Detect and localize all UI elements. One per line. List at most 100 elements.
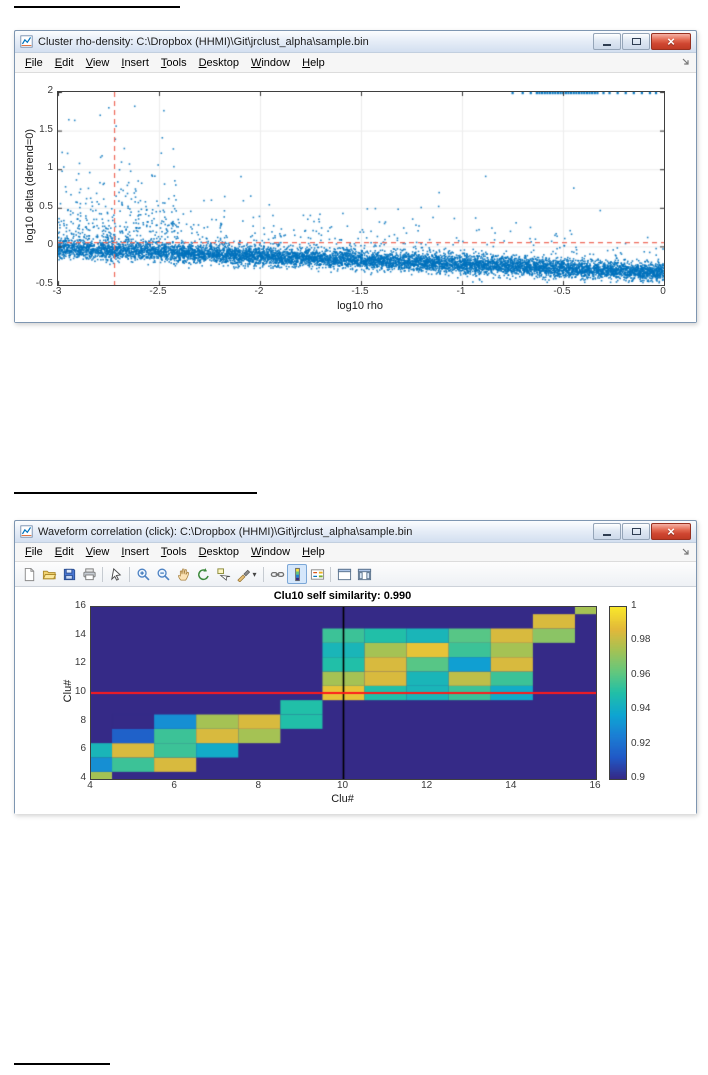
- minimize-button[interactable]: [593, 33, 621, 50]
- save-figure-icon[interactable]: [59, 564, 79, 584]
- matlab-figure-icon: [20, 525, 33, 538]
- menu-help[interactable]: Help: [302, 546, 325, 558]
- data-cursor-icon[interactable]: [213, 564, 233, 584]
- x-tick-label: 10: [336, 780, 349, 791]
- menu-file[interactable]: File: [25, 56, 43, 69]
- chevron-down-icon: ▾: [252, 569, 257, 579]
- colorbar-tick-label: 0.9: [631, 772, 645, 783]
- x-tick-label: -1.5: [351, 286, 369, 297]
- menubar: File Edit View Insert Tools Desktop Wind…: [15, 543, 696, 562]
- scatter-canvas[interactable]: [58, 92, 664, 285]
- y-tick-label: 14: [74, 628, 86, 640]
- colorbar-tick-label: 0.96: [631, 668, 651, 680]
- menu-window[interactable]: Window: [250, 56, 291, 69]
- menu-help[interactable]: Help: [302, 56, 325, 69]
- plot-title: Clu10 self similarity: 0.990: [273, 590, 412, 602]
- y-tick-label: 12: [74, 657, 86, 669]
- y-tick-label: 1: [47, 162, 53, 174]
- dock-arrow-icon[interactable]: [681, 547, 691, 557]
- separator-line: [14, 1063, 110, 1065]
- menu-insert[interactable]: Insert: [121, 56, 149, 69]
- menubar: File Edit View Insert Tools Desktop Wind…: [15, 53, 696, 73]
- hide-plot-tools-icon[interactable]: [334, 564, 354, 584]
- menu-window[interactable]: Window: [250, 546, 291, 558]
- close-button[interactable]: [651, 33, 691, 50]
- menu-edit[interactable]: Edit: [54, 56, 74, 69]
- toolbar-separator: [330, 566, 331, 582]
- close-icon: [667, 523, 675, 541]
- colorbar-tick-label: 0.98: [631, 634, 651, 646]
- figure-toolbar: ▾: [15, 562, 696, 587]
- x-tick-label: -3: [52, 286, 62, 297]
- menu-edit[interactable]: Edit: [54, 546, 74, 558]
- colorbar-tick-label: 0.94: [631, 703, 651, 715]
- maximize-icon: [631, 528, 641, 535]
- minimize-icon: [603, 44, 611, 46]
- toolbar-separator: [129, 566, 130, 582]
- dock-arrow-icon[interactable]: [681, 57, 691, 67]
- brush-icon[interactable]: ▾: [233, 564, 260, 584]
- maximize-button[interactable]: [622, 523, 650, 540]
- matlab-figure-icon: [20, 35, 33, 48]
- x-tick-label: 14: [505, 780, 517, 791]
- edit-plot-icon[interactable]: [106, 564, 126, 584]
- menu-desktop[interactable]: Desktop: [198, 546, 239, 558]
- insert-colorbar-icon[interactable]: [287, 564, 307, 584]
- colorbar-tick-label: 0.92: [631, 737, 651, 749]
- toolbar-separator: [102, 566, 103, 582]
- scatter-plot[interactable]: [57, 91, 665, 286]
- menu-view[interactable]: View: [85, 546, 110, 558]
- y-tick-label: 4: [80, 772, 86, 783]
- separator-line: [14, 492, 257, 494]
- correlation-heatmap[interactable]: [90, 606, 597, 780]
- y-tick-label: 1.5: [39, 123, 53, 135]
- minimize-icon: [603, 534, 611, 536]
- x-tick-label: -2: [254, 286, 264, 297]
- x-axis-label: log10 rho: [337, 300, 383, 312]
- window-titlebar[interactable]: Cluster rho-density: C:\Dropbox (HHMI)\G…: [15, 31, 696, 53]
- x-tick-label: 0: [660, 286, 666, 297]
- heatmap-canvas[interactable]: [91, 607, 596, 779]
- x-tick-label: 4: [87, 780, 93, 791]
- menu-tools[interactable]: Tools: [160, 56, 187, 69]
- close-button[interactable]: [651, 523, 691, 540]
- y-tick-label: 2: [47, 85, 53, 96]
- zoom-out-icon[interactable]: [153, 564, 173, 584]
- insert-legend-icon[interactable]: [307, 564, 327, 584]
- menu-insert[interactable]: Insert: [121, 546, 149, 558]
- figure-canvas-area: Clu10 self similarity: 0.990 Clu# Clu# 4…: [15, 587, 696, 814]
- toolbar-separator: [263, 566, 264, 582]
- y-tick-label: 6: [80, 743, 86, 755]
- zoom-in-icon[interactable]: [133, 564, 153, 584]
- maximize-button[interactable]: [622, 33, 650, 50]
- x-tick-label: 16: [589, 780, 601, 791]
- figure-window-waveform-correlation: Waveform correlation (click): C:\Dropbox…: [14, 520, 697, 814]
- x-axis-label: Clu#: [331, 793, 354, 805]
- x-tick-label: -0.5: [553, 286, 571, 297]
- y-tick-label: 0: [47, 239, 53, 251]
- print-figure-icon[interactable]: [79, 564, 99, 584]
- close-icon: [667, 33, 675, 51]
- rotate-3d-icon[interactable]: [193, 564, 213, 584]
- y-tick-label: 16: [74, 600, 86, 611]
- minimize-button[interactable]: [593, 523, 621, 540]
- window-titlebar[interactable]: Waveform correlation (click): C:\Dropbox…: [15, 521, 696, 543]
- open-file-icon[interactable]: [39, 564, 59, 584]
- x-tick-label: -1: [456, 286, 466, 297]
- menu-desktop[interactable]: Desktop: [198, 56, 239, 69]
- y-tick-label: 8: [80, 714, 86, 726]
- colorbar-canvas: [610, 607, 626, 779]
- link-plot-icon[interactable]: [267, 564, 287, 584]
- menu-file[interactable]: File: [25, 546, 43, 558]
- y-axis-label: log10 delta (detrend=0): [24, 128, 36, 244]
- colorbar: [609, 606, 627, 780]
- colorbar-tick-label: 1: [631, 600, 637, 611]
- x-tick-label: 6: [171, 780, 177, 791]
- y-tick-label: 10: [74, 686, 86, 697]
- pan-icon[interactable]: [173, 564, 193, 584]
- figure-canvas-area: log10 rho log10 delta (detrend=0) -3 -2.5…: [15, 73, 696, 322]
- menu-tools[interactable]: Tools: [160, 546, 187, 558]
- menu-view[interactable]: View: [85, 56, 110, 69]
- show-plot-tools-icon[interactable]: [354, 564, 374, 584]
- new-figure-icon[interactable]: [19, 564, 39, 584]
